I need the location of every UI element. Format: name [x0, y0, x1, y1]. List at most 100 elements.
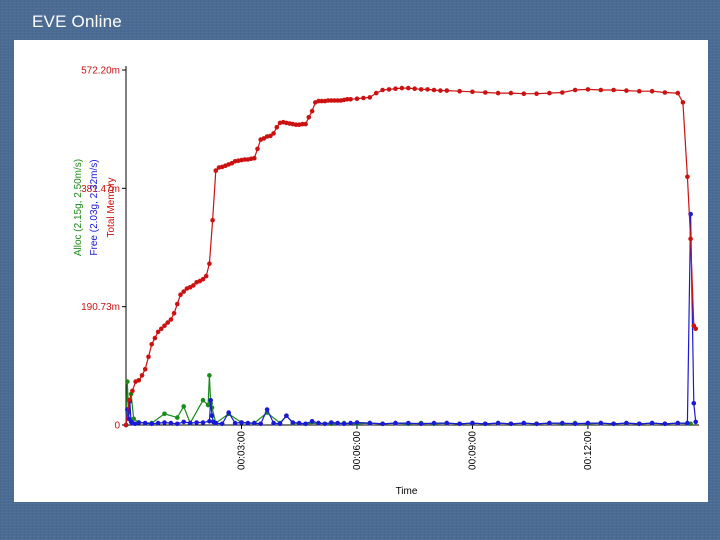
- free-data-point: [271, 420, 276, 426]
- free-data-point: [239, 420, 244, 425]
- total-data-point: [572, 87, 578, 93]
- total-data-point: [242, 157, 247, 162]
- total-data-point: [675, 90, 681, 96]
- total-data-point: [685, 174, 690, 180]
- total-data-point: [662, 90, 668, 95]
- free-data-point: [187, 420, 193, 426]
- total-data-point: [293, 122, 299, 127]
- free-data-point: [662, 421, 668, 427]
- total-data-point: [139, 373, 145, 378]
- free-data-point: [611, 421, 616, 427]
- free-data-point: [470, 420, 475, 426]
- free-data-point: [341, 421, 347, 427]
- total-data-point: [598, 87, 604, 93]
- total-data-point: [457, 88, 462, 94]
- total-data-point: [159, 326, 164, 332]
- free-data-point: [508, 421, 514, 427]
- total-data-point: [271, 131, 276, 136]
- free-data-point: [598, 420, 604, 426]
- free-data-point: [194, 420, 199, 425]
- total-data-point: [348, 97, 353, 102]
- total-data-point: [213, 168, 219, 173]
- free-data-point: [348, 420, 353, 426]
- free-data-point: [406, 420, 411, 426]
- total-data-point: [693, 326, 698, 332]
- total-data-point: [319, 98, 325, 104]
- free-data-point: [175, 421, 180, 427]
- free-data-point: [691, 401, 697, 406]
- free-data-point: [149, 421, 154, 427]
- total-data-point: [210, 218, 215, 223]
- free-data-point: [290, 420, 296, 425]
- memory-chart: 0 190.73m 381.47m 572.20m 00:03:00 00:06:00 00…: [73, 66, 699, 497]
- total-data-point: [168, 317, 174, 322]
- total-data-point: [373, 90, 379, 96]
- free-data-point: [209, 413, 215, 419]
- y-tick-label: 572.20m: [81, 66, 120, 77]
- total-data-point: [425, 87, 430, 92]
- free-data-point: [624, 420, 629, 426]
- total-data-point: [393, 86, 398, 91]
- total-data-point: [165, 320, 170, 325]
- total-data-point: [470, 89, 475, 95]
- total-data-point: [136, 378, 142, 383]
- total-data-point: [200, 276, 206, 282]
- free-data-point: [200, 420, 206, 425]
- free-data-point: [162, 420, 167, 425]
- free-data-point: [252, 420, 257, 426]
- total-data-point: [300, 121, 305, 127]
- total-data-point: [274, 124, 280, 130]
- x-tick-label: 00:12:00: [583, 431, 594, 470]
- free-data-point: [393, 420, 398, 426]
- total-data-point: [268, 133, 273, 139]
- total-data-point: [207, 261, 212, 266]
- free-data-point: [418, 421, 424, 427]
- total-data-point: [345, 97, 350, 102]
- total-data-point: [316, 98, 321, 104]
- free-data-point: [155, 420, 161, 426]
- free-data-point: [534, 421, 539, 427]
- slide-title: EVE Online: [32, 12, 122, 31]
- total-data-point: [152, 335, 158, 341]
- free-data-point: [208, 397, 213, 403]
- alloc-data-point: [181, 404, 186, 409]
- free-data-point: [296, 420, 302, 426]
- total-data-point: [521, 91, 527, 96]
- total-data-point: [637, 88, 642, 94]
- alloc-data-point: [162, 411, 167, 417]
- total-data-point: [367, 95, 373, 100]
- x-tick-label: 00:03:00: [236, 431, 247, 470]
- x-tick-label: 00:09:00: [467, 431, 478, 470]
- y-axis-title: Total Memory: [106, 177, 117, 237]
- total-data-point: [495, 90, 501, 96]
- total-data-point: [688, 236, 693, 242]
- total-data-point: [178, 292, 183, 297]
- total-data-point: [123, 422, 129, 428]
- free-data-point: [322, 421, 328, 427]
- free-data-point: [572, 421, 578, 427]
- total-data-point: [418, 87, 424, 92]
- total-data-point: [306, 115, 312, 120]
- free-data-point: [142, 420, 148, 426]
- y-tick-label: 190.73m: [81, 302, 120, 313]
- total-data-point: [329, 98, 334, 103]
- free-data-point: [309, 419, 315, 424]
- total-data-point: [155, 329, 161, 335]
- free-data-point: [685, 420, 690, 426]
- free-data-point: [693, 419, 698, 425]
- total-data-point: [483, 90, 488, 95]
- total-data-point: [309, 108, 315, 114]
- alloc-data-point: [125, 379, 130, 384]
- free-data-point: [431, 420, 437, 426]
- free-data-point: [258, 421, 263, 427]
- total-data-point: [649, 88, 655, 94]
- total-data-point: [149, 342, 154, 347]
- total-data-point: [386, 87, 392, 92]
- total-data-point: [175, 301, 180, 307]
- total-data-point: [547, 90, 552, 96]
- total-data-point: [181, 289, 186, 294]
- y-tick-label: 0: [114, 421, 120, 432]
- total-data-point: [431, 87, 437, 93]
- free-data-point: [207, 419, 212, 424]
- total-data-point: [680, 100, 686, 105]
